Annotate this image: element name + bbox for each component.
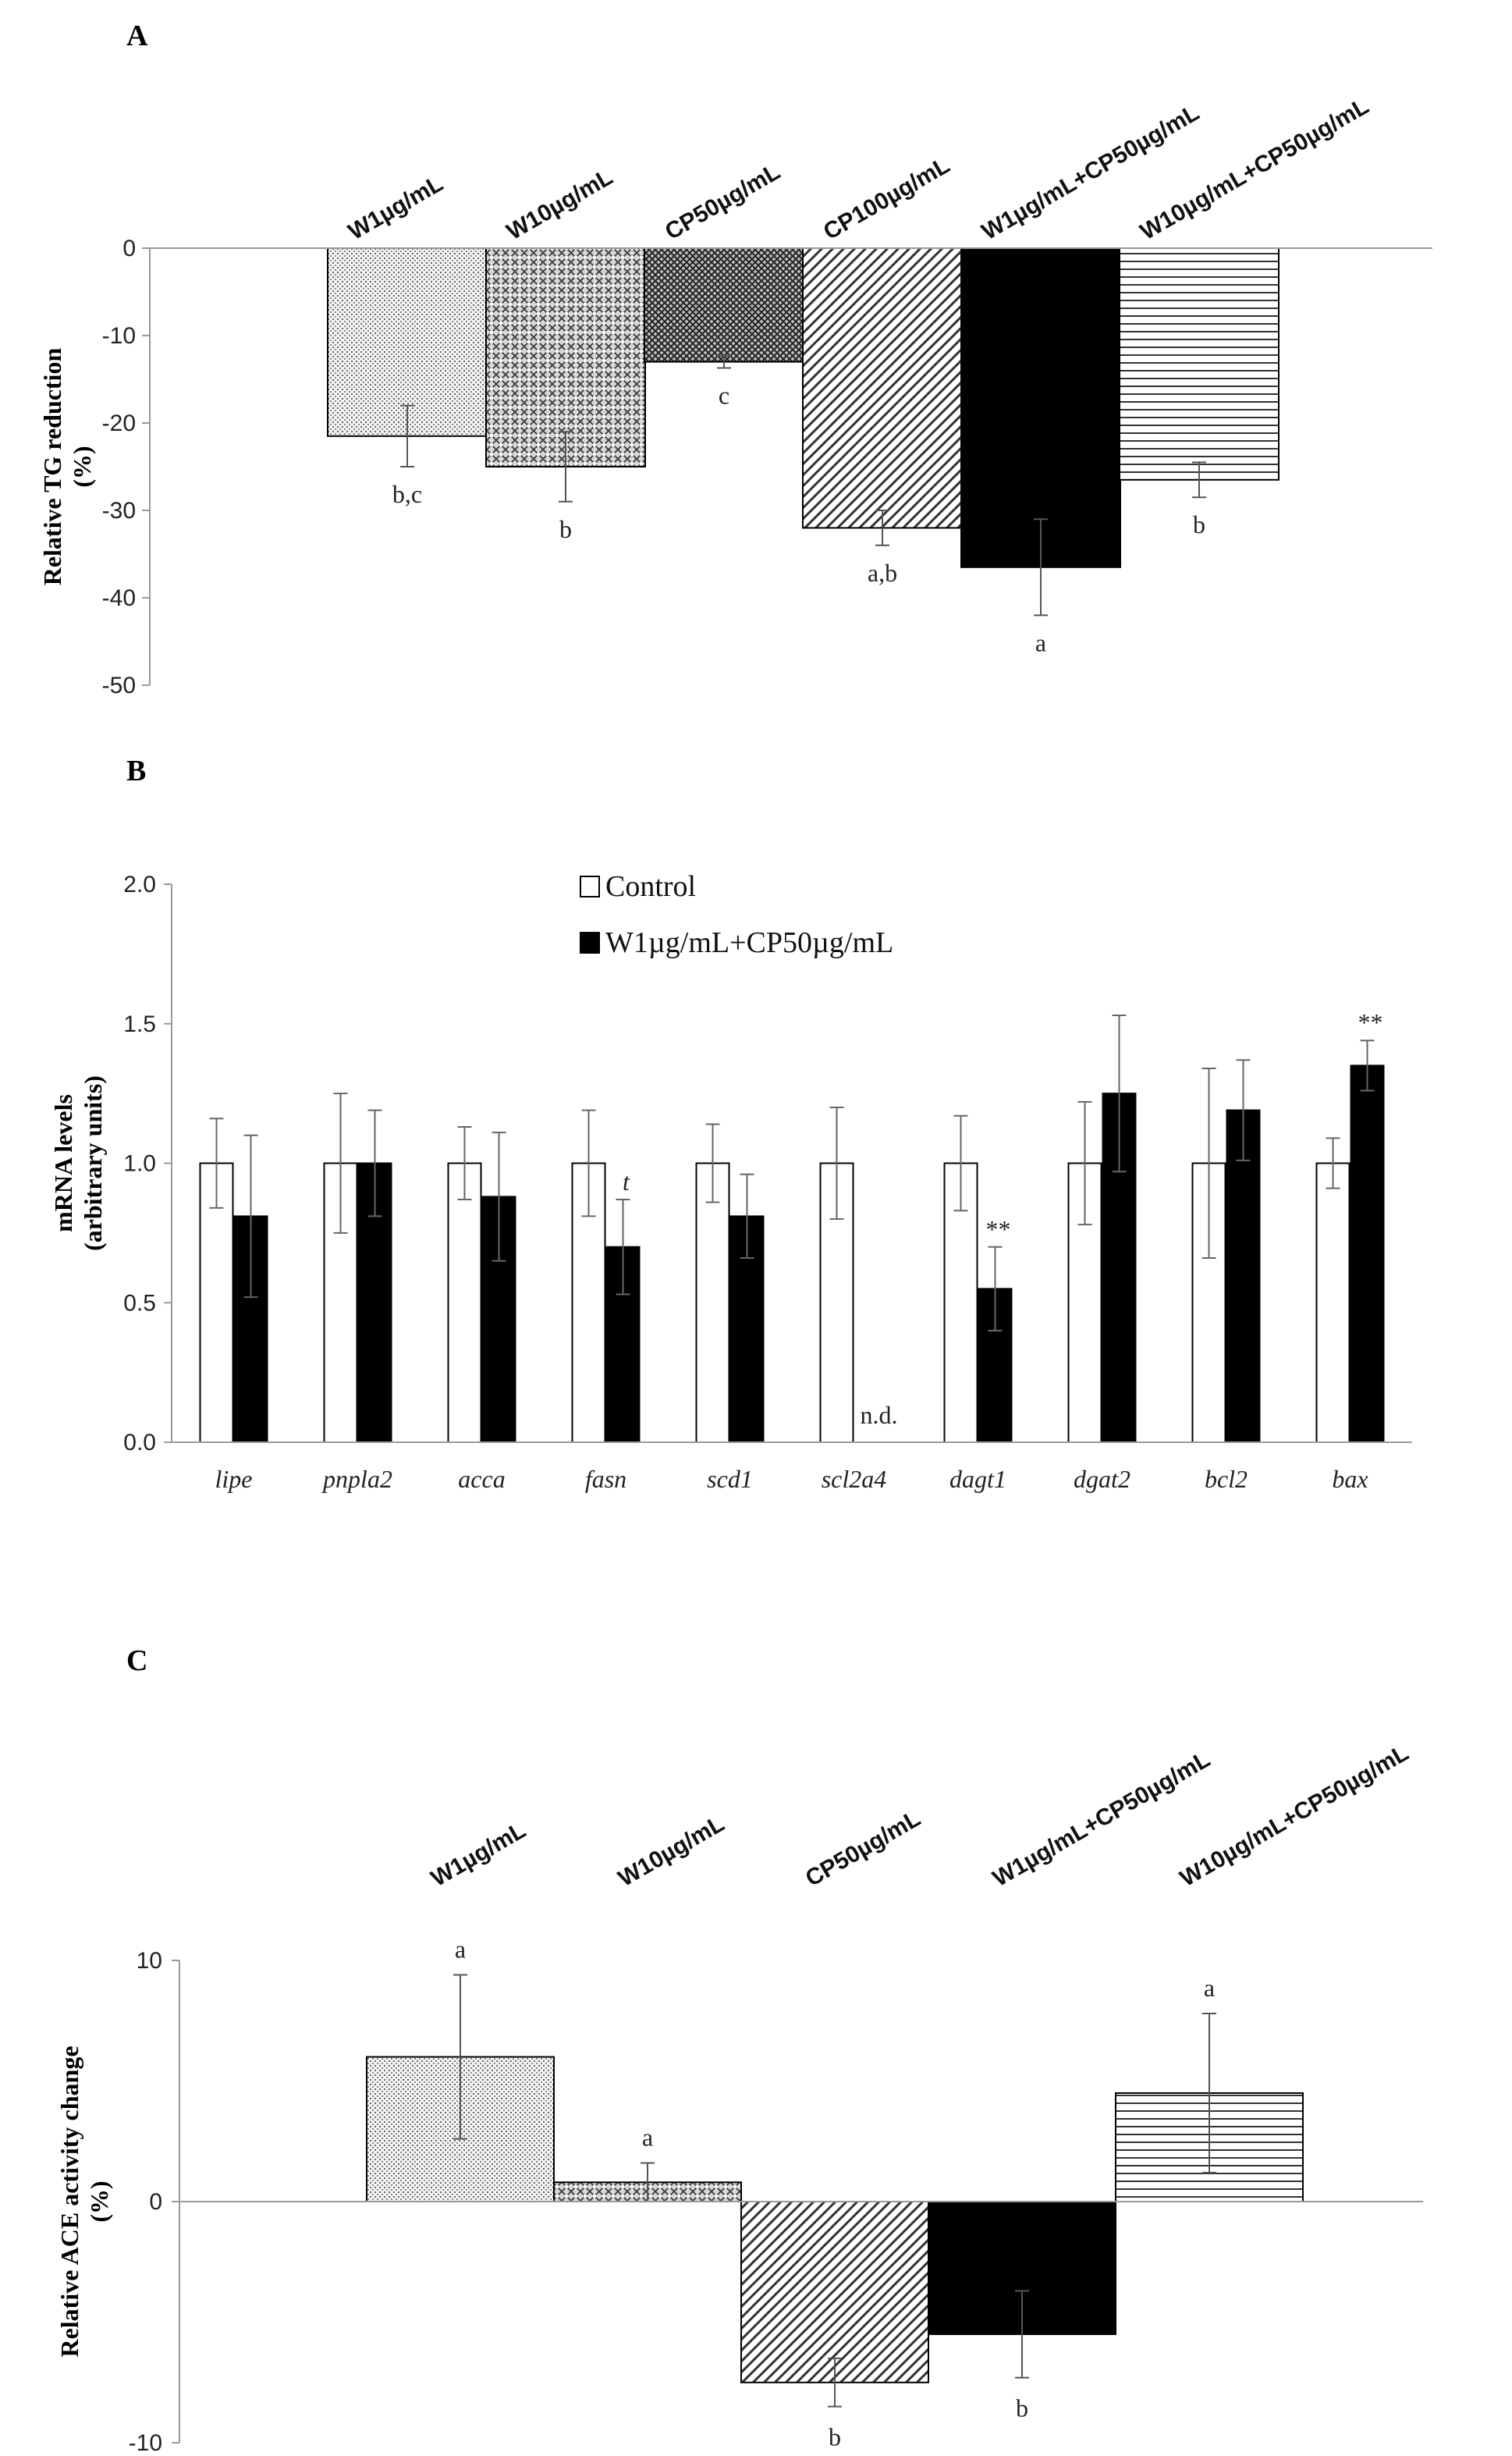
bar bbox=[960, 247, 1121, 568]
y-tick-label: 0.5 bbox=[123, 1290, 156, 1316]
y-axis-title: mRNA levels (arbitrary units) bbox=[49, 1075, 107, 1251]
category-label-text: W10µg/mL bbox=[614, 1811, 729, 1892]
x-category-label: pnpla2 bbox=[321, 1465, 392, 1493]
category-label-text: W1µg/mL bbox=[344, 171, 448, 246]
y-tick-label: 1.5 bbox=[123, 1011, 156, 1037]
x-category-label: lipe bbox=[215, 1465, 253, 1493]
significance-label: b bbox=[829, 2423, 841, 2451]
y-tick-label: 0.0 bbox=[123, 1430, 156, 1455]
significance-label: b bbox=[1193, 510, 1205, 538]
significance-label: b,c bbox=[392, 480, 422, 508]
category-label: CP50µg/mL bbox=[661, 158, 785, 245]
annotation: ** bbox=[1358, 1008, 1383, 1036]
category-label-text: CP100µg/mL bbox=[819, 152, 954, 245]
y-axis-title-text: Relative ACE activity change bbox=[55, 2045, 83, 2357]
significance-label: a bbox=[642, 2124, 653, 2152]
x-category-label: scd1 bbox=[707, 1465, 753, 1493]
panel-a: A 0 -10 -20 -30 -40 -50 Relative TG reduction (%… bbox=[0, 0, 1512, 734]
bar bbox=[740, 2201, 929, 2383]
bar bbox=[644, 247, 804, 363]
significance-label: a bbox=[1204, 1974, 1215, 2002]
bar-control bbox=[447, 1162, 482, 1443]
category-label-text: CP50µg/mL bbox=[801, 1805, 925, 1892]
category-label-text: W10µg/mL bbox=[502, 164, 617, 245]
bar-control bbox=[695, 1162, 730, 1443]
bar-control bbox=[1315, 1162, 1351, 1443]
category-label: CP100µg/mL bbox=[819, 152, 954, 245]
legend-label-treatment: W1µg/mL+CP50µg/mL bbox=[605, 926, 893, 959]
x-category-label: acca bbox=[458, 1465, 505, 1493]
significance-label: a bbox=[455, 1935, 466, 1964]
y-tick-label: -10 bbox=[102, 323, 136, 349]
y-tick-label: 10 bbox=[137, 1948, 162, 1974]
y-tick-label: -20 bbox=[102, 411, 136, 436]
panel-b: B 0.0 0.5 1.0 1.5 2.0 mRNA levels (arbitrary un… bbox=[0, 734, 1512, 1639]
x-category-label: dagt1 bbox=[949, 1465, 1006, 1493]
x-category-label: bax bbox=[1332, 1465, 1368, 1493]
y-tick-label: 1.0 bbox=[123, 1151, 156, 1177]
panel-b-letter: B bbox=[126, 755, 146, 787]
x-category-label: scl2a4 bbox=[822, 1465, 887, 1493]
bar bbox=[485, 247, 646, 467]
y-axis-title-text: Relative TG reduction bbox=[38, 348, 66, 586]
y-tick-label: -30 bbox=[102, 498, 136, 524]
significance-label: c bbox=[719, 381, 729, 409]
category-label: W10µg/mL bbox=[502, 164, 617, 245]
category-label: CP50µg/mL bbox=[801, 1805, 925, 1892]
y-axis-title-unit: (%) bbox=[85, 2181, 113, 2222]
x-category-label: bcl2 bbox=[1205, 1465, 1248, 1493]
ace-activity-chart: C 10 0 -10 Relative ACE activity change (%) a W… bbox=[55, 1644, 1423, 2456]
panel-c-letter: C bbox=[126, 1644, 147, 1677]
significance-label: b bbox=[559, 515, 572, 543]
bar-treatment bbox=[1226, 1109, 1261, 1443]
category-label: W10µg/mL bbox=[614, 1811, 729, 1892]
category-label-text: W1µg/mL bbox=[427, 1818, 531, 1893]
y-tick-label: -50 bbox=[102, 673, 136, 698]
y-axis-title: Relative ACE activity change (%) bbox=[55, 2045, 113, 2357]
category-label: W1µg/mL bbox=[344, 171, 448, 246]
significance-label: a,b bbox=[868, 559, 897, 587]
panel-c: C 10 0 -10 Relative ACE activity change (%) a W… bbox=[0, 1639, 1512, 2456]
y-tick-label: 0 bbox=[122, 236, 136, 261]
category-label-text: W10µg/mL+CP50µg/mL bbox=[1176, 1740, 1413, 1892]
category-label: W10µg/mL+CP50µg/mL bbox=[1176, 1740, 1413, 1892]
legend-swatch-control bbox=[580, 876, 600, 897]
x-category-label: fasn bbox=[585, 1465, 626, 1493]
category-label: W1µg/mL bbox=[427, 1818, 531, 1893]
tg-reduction-chart: A 0 -10 -20 -30 -40 -50 Relative TG reduction (%… bbox=[38, 20, 1432, 698]
x-category-label: dgat2 bbox=[1074, 1465, 1130, 1493]
annotation: ** bbox=[986, 1215, 1011, 1243]
legend-swatch-treatment bbox=[580, 932, 600, 954]
y-tick-label: 2.0 bbox=[123, 872, 156, 897]
bar bbox=[1119, 247, 1280, 481]
bar-treatment bbox=[1350, 1065, 1385, 1443]
bar-control bbox=[199, 1162, 234, 1443]
y-axis-title: Relative TG reduction (%) bbox=[38, 348, 96, 586]
category-label-text: CP50µg/mL bbox=[661, 158, 785, 245]
y-tick-label: -10 bbox=[129, 2430, 162, 2456]
annotation: n.d. bbox=[861, 1401, 898, 1429]
annotation: t bbox=[623, 1168, 630, 1196]
mrna-levels-chart: B 0.0 0.5 1.0 1.5 2.0 mRNA levels (arbitrary un… bbox=[49, 755, 1412, 1493]
legend-label-control: Control bbox=[605, 870, 696, 903]
significance-label: b bbox=[1016, 2394, 1028, 2422]
y-axis-title-unit: (arbitrary units) bbox=[79, 1075, 107, 1251]
y-tick-label: 0 bbox=[149, 2189, 162, 2215]
y-axis-title-text: mRNA levels bbox=[49, 1094, 77, 1232]
y-tick-label: -40 bbox=[102, 585, 136, 611]
y-axis-title-unit: (%) bbox=[68, 446, 96, 487]
bar bbox=[802, 247, 963, 529]
significance-label: a bbox=[1035, 628, 1046, 656]
panel-a-letter: A bbox=[126, 20, 148, 52]
